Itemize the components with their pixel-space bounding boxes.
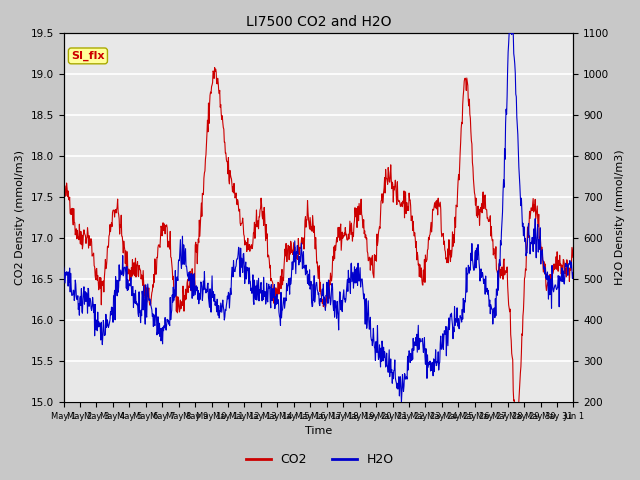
Y-axis label: CO2 Density (mmol/m3): CO2 Density (mmol/m3) [15, 150, 25, 285]
X-axis label: Time: Time [305, 426, 332, 436]
Text: SI_flx: SI_flx [71, 51, 105, 61]
Title: LI7500 CO2 and H2O: LI7500 CO2 and H2O [246, 15, 391, 29]
Y-axis label: H2O Density (mmol/m3): H2O Density (mmol/m3) [615, 150, 625, 285]
Legend: CO2, H2O: CO2, H2O [241, 448, 399, 471]
